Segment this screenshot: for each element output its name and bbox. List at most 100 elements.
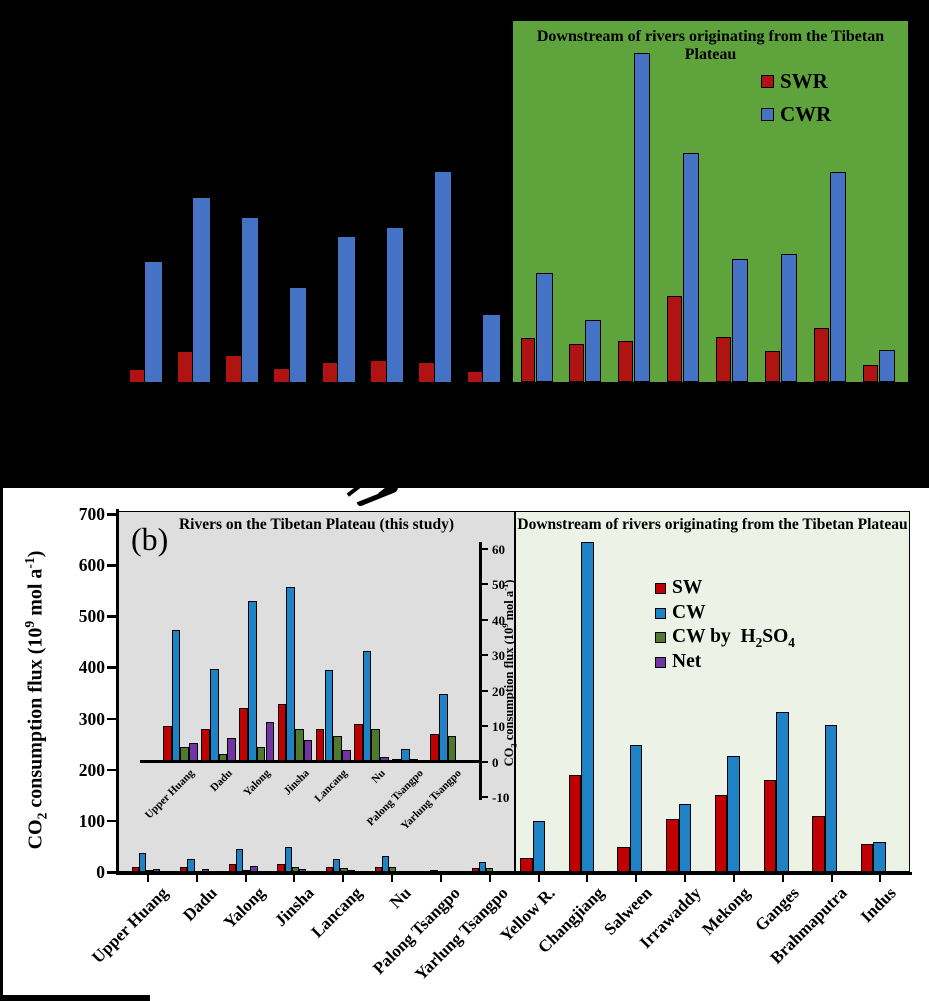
main-bar-cw [776,712,789,872]
main-bar-cw-h2so4 [243,869,251,872]
legend-label-swr: SWR [780,69,828,93]
inset-x-axis-line [140,760,481,763]
main-bar-cw-h2so4 [146,869,154,872]
main-bar-net [299,868,307,872]
panel-a-swr-bar [177,352,193,382]
panel-b-x-axis-line [116,872,912,875]
main-bar-sw [520,858,533,872]
inset-bar-net [189,743,198,761]
legend-label-cw-by--h--so--: CW by H2SO4 [672,626,795,651]
inset-bar-cw [324,670,334,761]
y-tick-mark [107,666,117,669]
panel-a-swr-bar [814,328,829,382]
panel-a-cwr-bar [193,198,210,382]
panel-a-swr-bar [322,363,338,382]
legend-label-cw: CW [672,601,706,623]
panel-a-swr-bar [467,372,483,382]
main-bar-net [153,869,161,872]
legend-swatch-cw [655,607,666,619]
inset-y-tick-mark [482,618,488,621]
panel-a-axis-line [511,382,910,386]
panel-b: (b) Rivers on the Tibetan Plateau (this … [3,488,929,1001]
main-bar-cw [479,862,487,872]
panel-a-cwr-bar [633,53,651,382]
x-tick-mark [293,875,296,882]
inset-y-tick-label: 40 [492,612,505,628]
y-tick-mark [107,819,117,823]
inset-bar-sw [163,725,172,761]
inset-bar-cw-h2so4 [447,736,457,761]
y-tick-label: 0 [96,862,105,882]
inset-y-tick-label: 20 [492,683,505,699]
main-bar-cw [138,853,146,872]
inset-bar-cw [209,668,219,761]
x-tick-mark [879,875,882,882]
inset-y-tick-mark [482,725,488,727]
main-bar-cw [824,724,838,872]
legend-label-sw: SW [672,577,703,598]
inset-bar-cw [439,693,448,761]
x-tick-mark [244,875,247,882]
panel-a-swr-bar [569,344,584,382]
panel-a-cwr-bar [584,320,602,382]
x-tick-mark [684,875,687,882]
y-tick-mark [107,564,117,567]
inset-y-tick-mark [482,654,488,656]
panel-a: Downstream of rivers originating from th… [0,0,929,488]
inset-y-axis-label: CO2 consumption flux (109 mol a-1) [500,579,519,767]
y-tick-label: 400 [78,657,105,678]
inset-y-tick-mark [482,547,488,550]
panel-a-swr-bar [129,370,144,382]
inset-y-tick-label: 50 [492,577,505,592]
inset-bar-sw [239,707,249,761]
panel-a-cwr-bar [289,288,307,382]
panel-a-swr-bar [716,337,731,382]
panel-a-cwr-bar [878,350,896,382]
main-bar-sw [131,866,139,872]
x-tick-mark [781,875,784,882]
x-tick-mark [732,875,735,882]
panel-a-swr-bar [371,361,386,382]
inset-bar-cw-h2so4 [371,729,381,761]
main-bar-cw [629,745,643,872]
legend-swatch-net [655,657,666,669]
inset-y-tick-mark [482,689,488,692]
y-tick-label: 200 [78,759,105,780]
y-tick-label: 500 [78,606,105,627]
y-tick-mark [107,871,117,874]
panel-a-cwr-bar [241,218,259,382]
x-tick-mark [537,875,540,882]
main-bar-cw [187,858,195,872]
panel-b-y-axis-line [116,509,119,875]
panel-a-cwr-bar [780,254,798,382]
panel-a-swr-bar [226,356,241,382]
inset-y-tick-mark [482,583,488,585]
main-bar-sw [228,864,236,872]
x-tick-mark [586,875,589,882]
inset-y-tick-mark [482,760,488,763]
panel-b-marker: (b) [131,521,169,557]
y-tick-label: 700 [78,504,105,524]
panel-a-swr-bar [274,369,289,382]
panel-a-swr-bar [419,363,434,382]
main-bar-cw [236,848,244,872]
inset-y-tick-label: 10 [492,719,505,734]
main-bar-sw [617,846,630,872]
panel-b-right-box-title: Downstream of rivers originating from th… [517,516,908,533]
inset-bar-cw-h2so4 [256,746,266,761]
panel-a-cwr-bar [386,228,403,382]
panel-a-cwr-bar [434,172,452,382]
panel-a-swr-bar [765,351,780,382]
main-bar-sw [812,815,825,872]
inset-bar-net [303,739,313,761]
main-bar-cw [873,842,886,872]
inset-bar-sw [201,729,210,761]
main-bar-cw [333,858,341,872]
main-bar-sw [374,866,382,872]
legend-label-cwr: CWR [780,102,832,126]
y-tick-mark [107,768,117,772]
main-bar-sw [471,868,479,872]
main-bar-cw-h2so4 [486,868,494,872]
inset-bar-cw [362,650,372,761]
